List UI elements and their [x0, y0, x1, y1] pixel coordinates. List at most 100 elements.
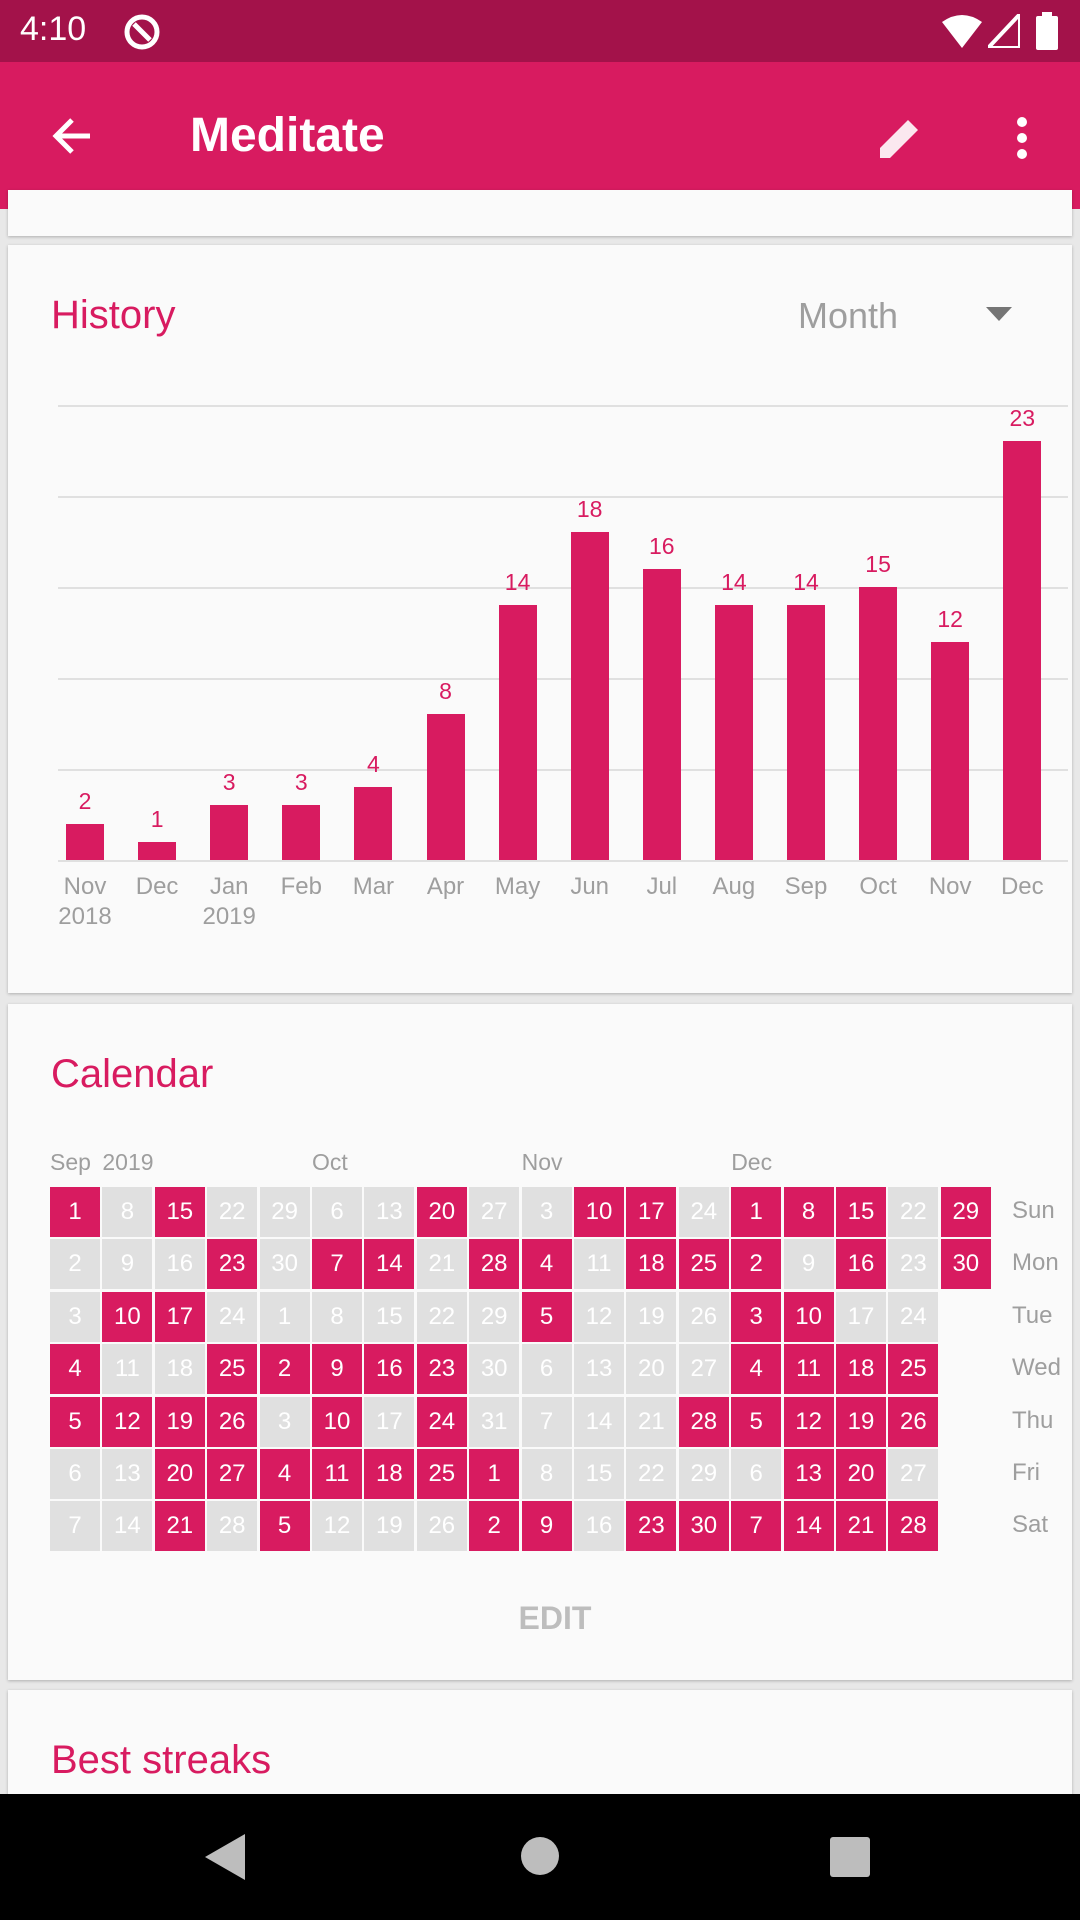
- calendar-day[interactable]: 11: [102, 1344, 153, 1395]
- calendar-day[interactable]: 21: [626, 1396, 677, 1447]
- calendar-day[interactable]: 16: [836, 1239, 886, 1290]
- calendar-day[interactable]: 29: [678, 1449, 729, 1499]
- calendar-day[interactable]: 8: [521, 1449, 572, 1499]
- calendar-day[interactable]: 9: [521, 1501, 572, 1552]
- calendar-day[interactable]: 8: [102, 1187, 153, 1237]
- calendar-day[interactable]: 1: [50, 1187, 100, 1237]
- calendar-day[interactable]: 23: [207, 1239, 258, 1290]
- calendar-day[interactable]: 12: [102, 1396, 153, 1447]
- calendar-day[interactable]: 18: [626, 1239, 677, 1290]
- arrow-back-icon[interactable]: [50, 114, 94, 158]
- calendar-day[interactable]: 11: [312, 1449, 362, 1499]
- pencil-icon[interactable]: [876, 114, 924, 162]
- calendar-day[interactable]: 23: [888, 1239, 939, 1290]
- calendar-day[interactable]: 4: [521, 1239, 572, 1290]
- calendar-day[interactable]: 16: [364, 1344, 415, 1395]
- calendar-day[interactable]: 25: [678, 1239, 729, 1290]
- calendar-day[interactable]: 3: [50, 1291, 100, 1342]
- calendar-day[interactable]: 27: [678, 1344, 729, 1395]
- calendar-day[interactable]: 25: [416, 1449, 467, 1499]
- calendar-day[interactable]: 22: [626, 1449, 677, 1499]
- calendar-day[interactable]: 3: [731, 1291, 782, 1342]
- calendar-day[interactable]: 30: [469, 1344, 520, 1395]
- nav-recents-icon[interactable]: [830, 1837, 870, 1877]
- calendar-day[interactable]: 24: [678, 1187, 729, 1237]
- calendar-day[interactable]: 17: [626, 1187, 677, 1237]
- calendar-day[interactable]: 24: [888, 1291, 939, 1342]
- calendar-day[interactable]: 20: [416, 1187, 467, 1237]
- calendar-day[interactable]: 26: [888, 1396, 939, 1447]
- calendar-day[interactable]: 8: [783, 1187, 834, 1237]
- calendar-day[interactable]: 7: [50, 1501, 100, 1552]
- calendar-day[interactable]: 8: [312, 1291, 362, 1342]
- calendar-day[interactable]: 29: [940, 1187, 991, 1237]
- calendar-day[interactable]: 7: [521, 1396, 572, 1447]
- calendar-day[interactable]: 10: [783, 1291, 834, 1342]
- calendar-day[interactable]: 5: [259, 1501, 310, 1552]
- calendar-day[interactable]: 23: [626, 1501, 677, 1552]
- calendar-day[interactable]: 5: [731, 1396, 782, 1447]
- calendar-day[interactable]: 7: [731, 1501, 782, 1552]
- edit-button[interactable]: EDIT: [518, 1600, 592, 1636]
- calendar-day[interactable]: 10: [312, 1396, 362, 1447]
- calendar-day[interactable]: 18: [364, 1449, 415, 1499]
- calendar-day[interactable]: 2: [469, 1501, 520, 1552]
- calendar-day[interactable]: 28: [207, 1501, 258, 1552]
- calendar-day[interactable]: 12: [783, 1396, 834, 1447]
- calendar-day[interactable]: 25: [888, 1344, 939, 1395]
- calendar-day[interactable]: 30: [259, 1239, 310, 1290]
- calendar-day[interactable]: 5: [521, 1291, 572, 1342]
- calendar-day[interactable]: 6: [521, 1344, 572, 1395]
- nav-back-icon[interactable]: [205, 1834, 245, 1880]
- calendar-day[interactable]: 4: [731, 1344, 782, 1395]
- calendar-day[interactable]: 14: [364, 1239, 415, 1290]
- calendar-day[interactable]: 30: [678, 1501, 729, 1552]
- calendar-day[interactable]: 27: [207, 1449, 258, 1499]
- calendar-day[interactable]: 26: [207, 1396, 258, 1447]
- calendar-day[interactable]: 13: [364, 1187, 415, 1237]
- calendar-day[interactable]: 26: [416, 1501, 467, 1552]
- calendar-day[interactable]: 17: [154, 1291, 205, 1342]
- calendar-day[interactable]: 25: [207, 1344, 258, 1395]
- calendar-day[interactable]: 1: [731, 1187, 782, 1237]
- calendar-day[interactable]: 22: [888, 1187, 939, 1237]
- calendar-day[interactable]: 20: [836, 1449, 886, 1499]
- calendar-day[interactable]: 15: [574, 1449, 624, 1499]
- calendar-day[interactable]: 2: [50, 1239, 100, 1290]
- calendar-day[interactable]: 28: [678, 1396, 729, 1447]
- calendar-day[interactable]: 22: [207, 1187, 258, 1237]
- calendar-day[interactable]: 15: [364, 1291, 415, 1342]
- calendar-day[interactable]: 4: [50, 1344, 100, 1395]
- calendar-day[interactable]: 29: [259, 1187, 310, 1237]
- calendar-day[interactable]: 3: [259, 1396, 310, 1447]
- calendar-day[interactable]: 9: [312, 1344, 362, 1395]
- calendar-day[interactable]: 29: [469, 1291, 520, 1342]
- calendar-day[interactable]: 17: [836, 1291, 886, 1342]
- calendar-day[interactable]: 20: [626, 1344, 677, 1395]
- calendar-day[interactable]: 6: [312, 1187, 362, 1237]
- calendar-day[interactable]: 11: [574, 1239, 624, 1290]
- calendar-day[interactable]: 13: [574, 1344, 624, 1395]
- calendar-day[interactable]: 14: [574, 1396, 624, 1447]
- more-vert-icon[interactable]: [1010, 114, 1034, 162]
- calendar-day[interactable]: 21: [154, 1501, 205, 1552]
- calendar-day[interactable]: 20: [154, 1449, 205, 1499]
- calendar-day[interactable]: 17: [364, 1396, 415, 1447]
- calendar-day[interactable]: 9: [102, 1239, 153, 1290]
- calendar-day[interactable]: 15: [154, 1187, 205, 1237]
- calendar-day[interactable]: 13: [783, 1449, 834, 1499]
- calendar-day[interactable]: 12: [574, 1291, 624, 1342]
- calendar-day[interactable]: 2: [259, 1344, 310, 1395]
- calendar-day[interactable]: 1: [469, 1449, 520, 1499]
- calendar-day[interactable]: 30: [940, 1239, 991, 1290]
- calendar-day[interactable]: 10: [102, 1291, 153, 1342]
- nav-home-icon[interactable]: [520, 1836, 560, 1876]
- calendar-day[interactable]: 14: [783, 1501, 834, 1552]
- calendar-day[interactable]: 7: [312, 1239, 362, 1290]
- calendar-day[interactable]: 9: [783, 1239, 834, 1290]
- calendar-day[interactable]: 19: [836, 1396, 886, 1447]
- calendar-day[interactable]: 28: [888, 1501, 939, 1552]
- calendar-day[interactable]: 19: [154, 1396, 205, 1447]
- calendar-day[interactable]: 28: [469, 1239, 520, 1290]
- calendar-day[interactable]: 26: [678, 1291, 729, 1342]
